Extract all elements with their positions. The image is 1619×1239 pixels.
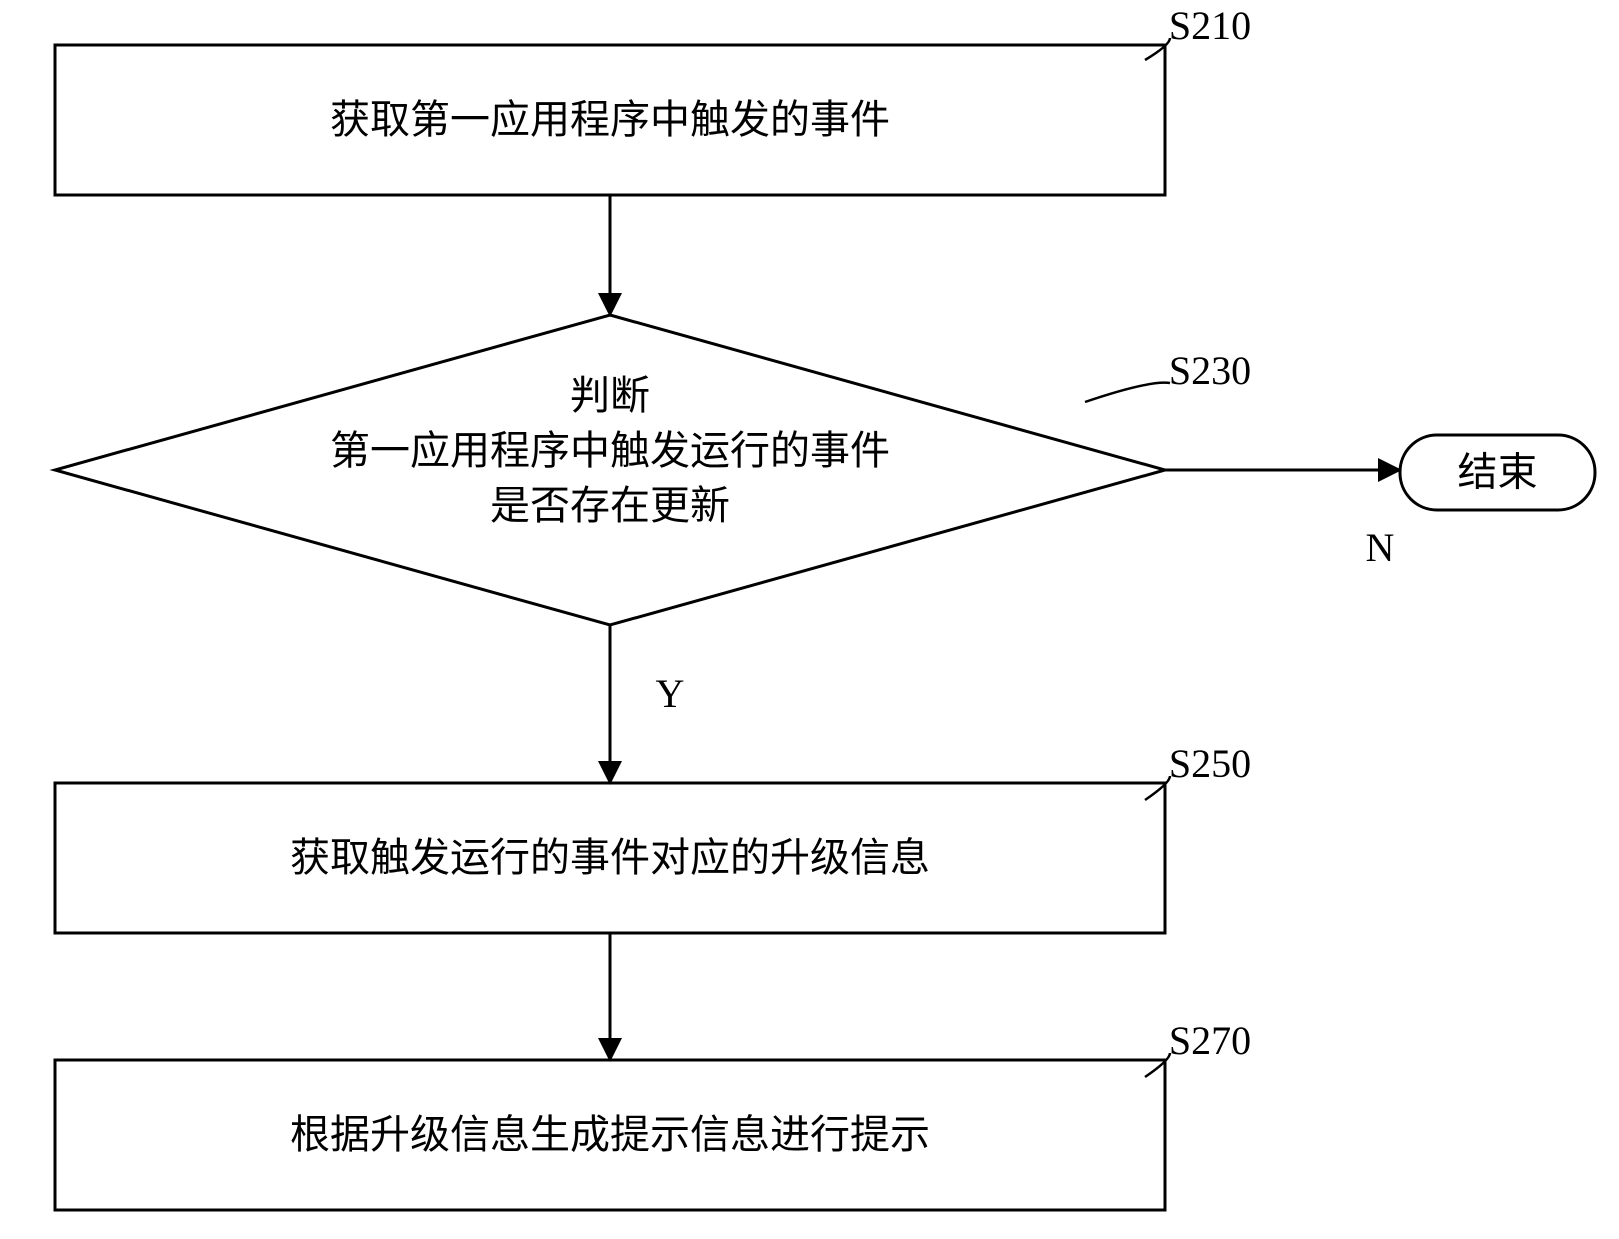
step-leader-s230 (1085, 383, 1170, 402)
process-label-s210: 获取第一应用程序中触发的事件 (330, 97, 890, 142)
branch-label-yes: Y (656, 671, 685, 716)
process-label-s250: 获取触发运行的事件对应的升级信息 (290, 835, 930, 880)
step-label-s230: S230 (1169, 348, 1251, 393)
process-node-s250: 获取触发运行的事件对应的升级信息 S250 (55, 741, 1251, 933)
process-node-s210: 获取第一应用程序中触发的事件 S210 (55, 3, 1251, 195)
terminator-node-end: 结束 (1400, 435, 1595, 510)
step-label-s210: S210 (1169, 3, 1251, 48)
decision-label-line-1: 判断 (570, 373, 650, 418)
process-label-s270: 根据升级信息生成提示信息进行提示 (290, 1112, 930, 1157)
decision-node-s230: 判断第一应用程序中触发运行的事件是否存在更新 S230 Y N (55, 315, 1394, 716)
terminator-label: 结束 (1458, 450, 1538, 495)
decision-label-line-2: 第一应用程序中触发运行的事件 (330, 428, 890, 473)
step-label-s270: S270 (1169, 1018, 1251, 1063)
process-node-s270: 根据升级信息生成提示信息进行提示 S270 (55, 1018, 1251, 1210)
step-label-s250: S250 (1169, 741, 1251, 786)
branch-label-no: N (1366, 525, 1395, 570)
decision-label-line-3: 是否存在更新 (490, 483, 730, 528)
